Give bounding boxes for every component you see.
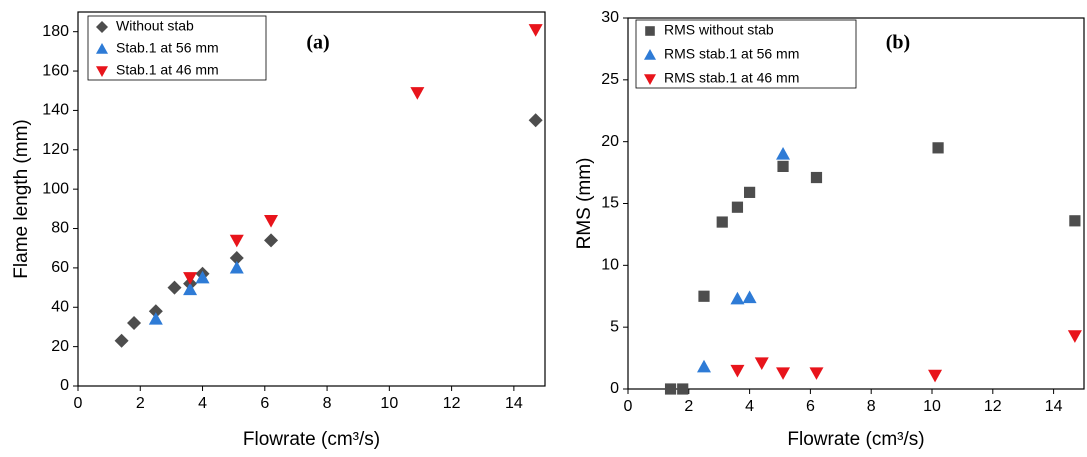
x-axis-label: Flowrate (cm³/s) xyxy=(243,429,380,450)
x-axis-label: Flowrate (cm³/s) xyxy=(787,429,924,450)
data-point xyxy=(195,270,210,284)
legend-label: RMS stab.1 at 56 mm xyxy=(664,46,799,62)
data-point xyxy=(148,304,163,319)
y-tick-label: 20 xyxy=(51,338,69,355)
data-point xyxy=(183,272,198,285)
x-tick-label: 0 xyxy=(74,395,83,412)
data-point xyxy=(127,316,142,331)
x-tick-label: 0 xyxy=(624,398,633,415)
x-tick-label: 14 xyxy=(505,395,523,412)
data-point xyxy=(229,234,244,248)
x-tick-label: 8 xyxy=(323,395,332,412)
data-point xyxy=(1067,330,1082,343)
y-axis-label: RMS (mm) xyxy=(574,158,595,250)
data-point xyxy=(664,383,677,395)
y-tick-label: 180 xyxy=(42,23,69,40)
legend-marker xyxy=(96,21,108,33)
data-point xyxy=(932,142,944,154)
y-tick-label: 0 xyxy=(60,377,69,394)
legend-label: RMS without stab xyxy=(664,22,774,38)
data-point xyxy=(776,147,791,160)
legend-box xyxy=(87,15,267,81)
plot-frame xyxy=(77,11,546,387)
annotation: (a) xyxy=(306,32,329,54)
x-tick-label: 2 xyxy=(684,398,693,415)
data-point xyxy=(229,260,244,274)
x-tick-label: 12 xyxy=(443,395,461,412)
legend-box xyxy=(635,19,857,89)
x-tick-label: 12 xyxy=(984,398,1002,415)
x-tick-label: 4 xyxy=(198,395,207,412)
legend-label: Stab.1 at 56 mm xyxy=(116,40,219,56)
data-point xyxy=(167,280,182,295)
x-tick-label: 6 xyxy=(806,398,815,415)
legend-marker xyxy=(96,43,108,54)
x-tick-label: 10 xyxy=(380,395,398,412)
y-tick-label: 10 xyxy=(601,257,619,274)
data-point xyxy=(928,369,943,383)
annotation: (b) xyxy=(886,32,910,54)
legend-marker xyxy=(644,49,656,60)
legend-label: Stab.1 at 46 mm xyxy=(116,62,219,78)
y-tick-label: 80 xyxy=(51,220,69,237)
data-point xyxy=(744,186,756,198)
data-point xyxy=(730,364,745,378)
data-point xyxy=(809,367,824,380)
legend-marker xyxy=(645,26,655,36)
data-point xyxy=(754,357,769,371)
x-tick-label: 6 xyxy=(260,395,269,412)
y-tick-label: 120 xyxy=(42,141,69,158)
y-tick-label: 25 xyxy=(601,71,619,88)
y-axis-label: Flame length (mm) xyxy=(11,119,32,278)
y-tick-label: 40 xyxy=(51,298,69,315)
data-point xyxy=(697,359,711,373)
legend-label: Without stab xyxy=(116,18,194,34)
y-tick-label: 0 xyxy=(610,380,619,397)
data-point xyxy=(148,312,163,325)
legend-marker xyxy=(96,66,108,77)
data-point xyxy=(1069,215,1081,227)
data-point xyxy=(731,201,744,213)
y-tick-label: 60 xyxy=(51,259,69,276)
data-point xyxy=(264,215,279,228)
data-point xyxy=(716,216,728,228)
data-point xyxy=(810,171,823,184)
x-tick-label: 2 xyxy=(136,395,145,412)
data-point xyxy=(528,113,543,128)
data-point xyxy=(742,290,757,304)
y-tick-label: 15 xyxy=(601,195,619,212)
y-tick-label: 140 xyxy=(42,102,69,119)
y-tick-label: 5 xyxy=(610,318,619,335)
legend-marker xyxy=(644,74,656,85)
y-tick-label: 20 xyxy=(601,133,619,150)
x-tick-label: 4 xyxy=(745,398,754,415)
data-point xyxy=(730,291,745,305)
x-tick-label: 8 xyxy=(867,398,876,415)
y-tick-label: 30 xyxy=(601,9,619,26)
legend-label: RMS stab.1 at 46 mm xyxy=(664,70,799,86)
data-point xyxy=(114,333,129,348)
data-point xyxy=(776,367,791,380)
data-point xyxy=(777,160,789,172)
data-point xyxy=(410,87,425,100)
data-point xyxy=(698,290,710,302)
x-tick-label: 10 xyxy=(923,398,941,415)
data-point xyxy=(528,24,543,37)
data-point xyxy=(229,251,244,266)
data-point xyxy=(264,233,279,248)
y-tick-label: 100 xyxy=(42,180,69,197)
x-tick-label: 14 xyxy=(1045,398,1063,415)
data-point xyxy=(677,383,689,395)
y-tick-label: 160 xyxy=(42,62,69,79)
data-point xyxy=(183,282,198,296)
